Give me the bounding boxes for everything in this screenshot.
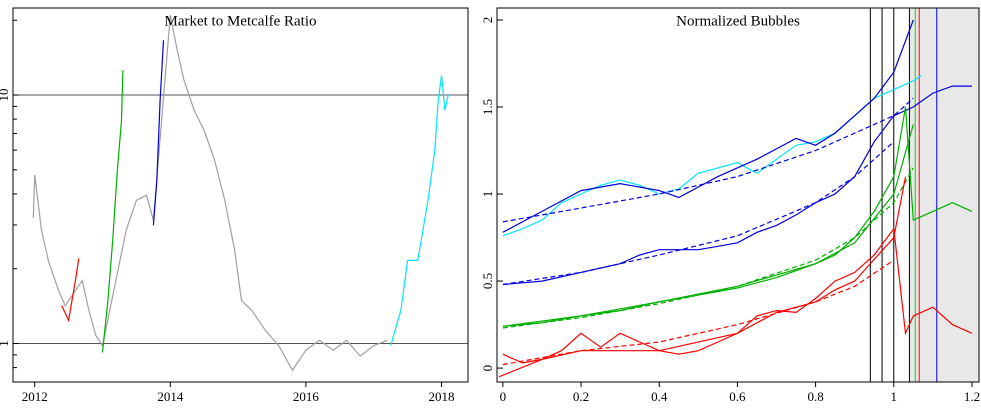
x-tick-label: 0.2	[573, 389, 589, 404]
y-tick-label: 0	[480, 365, 495, 372]
series-line	[502, 75, 922, 237]
x-tick-label: 1.2	[964, 389, 980, 404]
series-line	[101, 70, 124, 353]
x-tick-label: 0.6	[729, 389, 746, 404]
y-tick-label: 1.5	[480, 99, 495, 115]
series-line	[502, 85, 972, 286]
series-line	[61, 258, 80, 323]
x-tick-label: 2018	[429, 389, 455, 404]
plot-area	[13, 14, 468, 372]
x-tick-label: 2012	[22, 389, 48, 404]
series-line	[152, 40, 165, 226]
shaded-region	[909, 8, 979, 382]
series-line	[32, 14, 388, 372]
y-tick-label: 10	[0, 89, 11, 102]
plot-area	[498, 8, 979, 382]
y-tick-label: 0.5	[480, 273, 495, 289]
series-line	[502, 167, 914, 329]
series-line	[390, 75, 449, 346]
x-tick-label: 2016	[293, 389, 320, 404]
plot-frame	[12, 7, 469, 383]
series-line	[502, 19, 914, 233]
x-tick-label: 2014	[157, 389, 184, 404]
x-tick-label: 0.8	[807, 389, 823, 404]
series-line	[498, 176, 907, 378]
x-tick-label: 0.4	[651, 389, 668, 404]
x-tick-label: 1	[891, 389, 898, 404]
chart-title: Normalized Bubbles	[676, 13, 800, 29]
y-tick-label: 2	[480, 17, 495, 24]
series-line	[502, 97, 914, 223]
series-line	[502, 106, 973, 327]
y-tick-label: 1	[0, 340, 11, 347]
series-line	[502, 141, 895, 286]
plot-frame	[496, 7, 980, 383]
series-line	[502, 259, 895, 366]
series-line	[502, 124, 914, 327]
series-line	[502, 227, 973, 364]
x-tick-label: 0	[500, 389, 507, 404]
chart-title: Market to Metcalfe Ratio	[164, 13, 316, 29]
y-tick-label: 1	[480, 191, 495, 198]
